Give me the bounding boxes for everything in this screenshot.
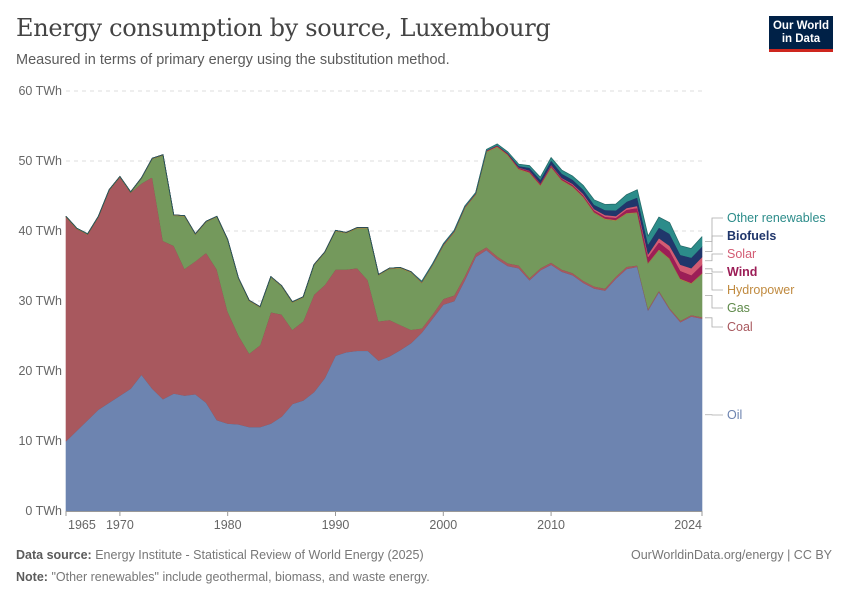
axes: 0 TWh 10 TWh 20 TWh 30 TWh 40 TWh 50 TWh 60 TW… [18,84,703,532]
legend-item-coal[interactable]: Coal [727,320,753,334]
y-tick-label: 50 TWh [18,154,62,168]
legend[interactable]: Other renewables Biofuels Solar Wind Hydropo… [705,211,826,422]
legend-item-wind[interactable]: Wind [727,265,757,279]
logo-line-1: Our World [772,20,829,32]
y-tick-label: 10 TWh [18,434,62,448]
legend-item-other-renewables[interactable]: Other renewables [727,211,826,225]
y-tick-label: 40 TWh [18,224,62,238]
y-tick-label: 20 TWh [18,364,62,378]
legend-connector [705,235,723,253]
series-areas[interactable] [65,143,703,512]
legend-connector [705,317,723,328]
owid-logo[interactable]: Our World in Data [769,16,833,52]
legend-item-hydropower[interactable]: Hydropower [727,283,794,297]
legend-item-solar[interactable]: Solar [727,247,756,261]
chart-note: Note: "Other renewables" include geother… [16,570,430,584]
chart-subtitle: Measured in terms of primary energy usin… [16,52,450,68]
x-tick-label: 1965 [68,518,96,532]
legend-item-gas[interactable]: Gas [727,301,750,315]
logo-line-2: in Data [781,33,821,45]
credit-link[interactable]: OurWorldinData.org/energy | CC BY [630,548,832,562]
chart-title: Energy consumption by source, Luxembourg [16,14,551,42]
note-label: Note: [16,570,48,584]
data-source-text[interactable]: Energy Institute - Statistical Review of… [95,548,424,562]
y-tick-label: 60 TWh [18,84,62,98]
legend-item-biofuels[interactable]: Biofuels [727,229,776,243]
legend-connector [705,272,723,291]
area-other-renewables[interactable] [65,143,703,307]
note-text: "Other renewables" include geothermal, b… [51,570,430,584]
x-tick-label: 1970 [106,518,134,532]
x-tick-label: 2010 [537,518,565,532]
y-tick-label: 30 TWh [18,294,62,308]
legend-connector [705,253,723,262]
x-tick-label: 1990 [322,518,350,532]
legend-item-oil[interactable]: Oil [727,408,742,422]
x-tick-label: 2024 [674,518,702,532]
x-tick-label: 2000 [429,518,457,532]
area-edge-other-renewables [65,143,703,308]
x-tick-label: 1980 [214,518,242,532]
data-source-label: Data source: [16,548,92,562]
y-tick-label: 0 TWh [25,504,62,518]
data-source: Data source: Energy Institute - Statisti… [16,548,424,562]
legend-connector [705,217,723,242]
legend-connector [705,295,723,309]
legend-connector [705,268,723,273]
